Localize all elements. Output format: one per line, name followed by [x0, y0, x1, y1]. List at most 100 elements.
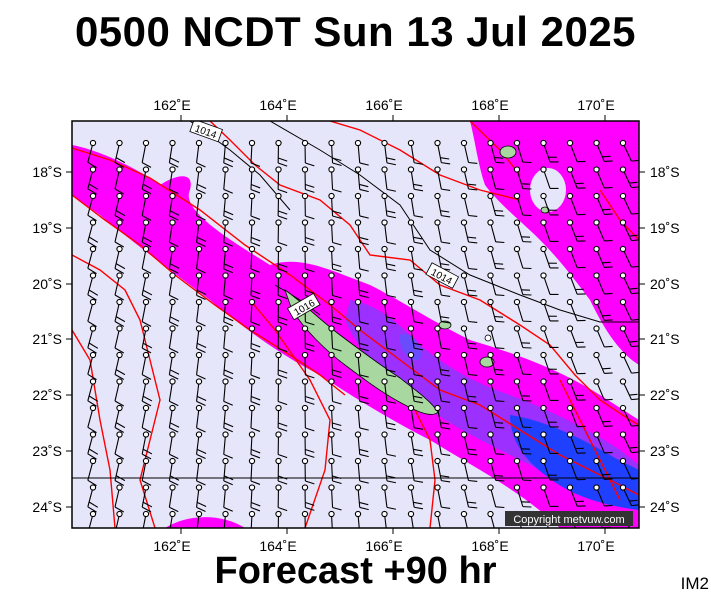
wind-barb — [619, 404, 639, 427]
wind-barb — [301, 325, 315, 352]
wind-barb — [275, 272, 288, 300]
wind-barb — [195, 510, 203, 528]
wind-barb — [141, 166, 153, 195]
wind-barb — [487, 166, 505, 191]
wind-barb — [566, 166, 586, 189]
wind-barb — [195, 245, 206, 274]
wind-barb — [87, 219, 99, 248]
wind-barb — [381, 325, 396, 351]
wind-barb — [593, 245, 613, 268]
wind-barb — [354, 272, 369, 299]
lon-label-top-170: 170˚E — [577, 97, 614, 113]
wind-barb — [619, 484, 639, 507]
wind-barb — [141, 404, 152, 433]
wind-barb — [407, 219, 424, 245]
wind-barb — [328, 351, 342, 379]
map-title: 0500 NCDT Sun 13 Jul 2025 — [74, 8, 637, 55]
wind-barb — [566, 431, 586, 454]
wind-barb — [248, 510, 256, 528]
wind-barb — [540, 166, 559, 190]
wind-barb — [141, 219, 153, 248]
wind-barb — [434, 298, 451, 324]
wind-barb — [114, 431, 125, 460]
wind-barb — [195, 139, 206, 168]
wind-barb — [619, 166, 639, 189]
wind-barb — [195, 351, 206, 380]
copyright-text: Copyright metvuw.com — [513, 514, 624, 526]
wind-barb — [407, 457, 424, 483]
wind-barb — [513, 378, 532, 402]
wind-barb — [434, 139, 451, 165]
wind-barb — [354, 139, 369, 166]
wind-barb — [619, 192, 639, 215]
wind-barb — [222, 484, 233, 512]
wind-barb — [168, 298, 180, 327]
wind-barb — [328, 192, 342, 220]
wind-barb — [328, 298, 342, 326]
wind-barb — [619, 272, 639, 295]
wind-barb — [222, 325, 233, 353]
wind-barb — [248, 139, 261, 167]
wind-barb — [87, 484, 99, 513]
wind-barb — [301, 219, 315, 246]
lon-label-top-162: 162˚E — [153, 97, 190, 113]
wind-barb — [222, 272, 233, 300]
wind-barb — [487, 457, 505, 482]
wind-barb — [487, 139, 505, 164]
wind-barb — [540, 219, 559, 243]
wind-barb — [87, 166, 99, 195]
wind-barb — [407, 245, 424, 271]
copyright-box — [505, 511, 633, 526]
wind-barb — [487, 351, 505, 376]
lon-label-bottom-166: 166˚E — [365, 538, 402, 554]
wind-barb — [434, 245, 451, 271]
wind-barb — [381, 192, 396, 219]
wind-barb — [169, 510, 176, 528]
wind-barb — [354, 484, 369, 511]
wind-barb — [593, 457, 613, 480]
lat-label-right-24: 24˚S — [650, 499, 680, 515]
wind-barb — [593, 272, 613, 295]
lon-label-bottom-170: 170˚E — [577, 538, 614, 554]
wind-barb — [275, 325, 288, 353]
wind-barb — [566, 298, 586, 322]
wind-barb — [248, 457, 261, 485]
wind-barb — [354, 219, 369, 246]
isobar-label-1: 1014 — [189, 121, 224, 143]
wind-barb — [115, 510, 123, 528]
wind-barb — [275, 431, 288, 459]
wind-barb — [87, 272, 99, 301]
wind-barb — [513, 272, 532, 296]
wind-barb — [248, 378, 261, 406]
wind-barb — [407, 166, 424, 192]
lat-label-right-20: 20˚S — [650, 276, 680, 292]
wind-barb — [114, 457, 126, 486]
wind-barb — [354, 431, 369, 458]
lat-label-left-21: 21˚S — [32, 331, 62, 347]
wind-barb — [114, 166, 125, 195]
wind-barb — [248, 484, 261, 512]
wind-barb — [487, 219, 505, 244]
lat-label-right-21: 21˚S — [650, 331, 680, 347]
wind-barb — [301, 431, 315, 458]
wind-barb — [460, 325, 478, 350]
wind-barb — [434, 457, 451, 483]
wind-barb — [381, 298, 396, 325]
wind-barb — [540, 351, 559, 375]
wind-barb — [195, 457, 206, 486]
wind-barb — [222, 245, 234, 274]
wind-barb — [87, 431, 99, 460]
wind-barb — [222, 404, 234, 433]
wind-barb — [275, 351, 288, 379]
rain-gap — [530, 168, 566, 212]
wind-barb — [487, 245, 505, 270]
wind-barb — [168, 351, 180, 380]
wind-barb — [460, 457, 478, 483]
wind-barb — [540, 192, 559, 216]
wind-barb — [328, 272, 342, 299]
wind-barb — [381, 378, 396, 404]
image-id-label: IM2 — [680, 574, 709, 593]
wind-barb — [407, 431, 424, 457]
wind-barb — [141, 192, 152, 221]
